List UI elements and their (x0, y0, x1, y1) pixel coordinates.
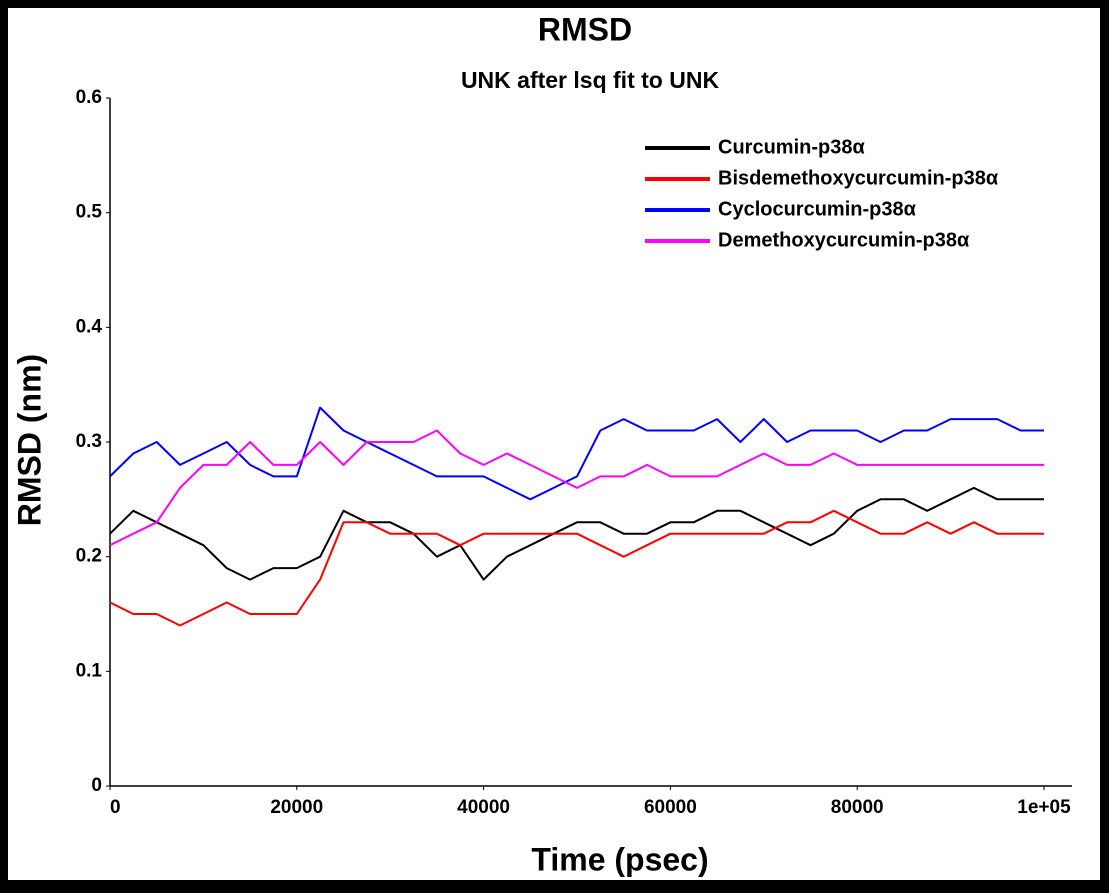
series-line (109, 406, 1044, 501)
background (8, 8, 1100, 880)
y-tick-label: 0.4 (76, 316, 103, 337)
legend-label: Demethoxycurcumin-p38α (718, 229, 970, 251)
y-axis-label: RMSD (nm) (11, 354, 47, 526)
y-tick-label: 0.5 (76, 202, 103, 223)
x-tick-label: 60000 (644, 797, 697, 818)
legend-label: Bisdemethoxycurcumin-p38α (718, 167, 999, 189)
series-line (109, 509, 1044, 627)
x-tick-label: 40000 (457, 797, 510, 818)
y-tick-label: 0.6 (76, 87, 102, 108)
x-tick-label: 80000 (831, 797, 884, 818)
y-tick-label: 0.3 (76, 431, 102, 452)
legend-label: Cyclocurcumin-p38α (718, 198, 917, 220)
chart-subtitle: UNK after lsq fit to UNK (461, 67, 720, 93)
y-tick-label: 0.2 (76, 546, 102, 567)
x-axis-label: Time (psec) (531, 841, 708, 877)
chart-title: RMSD (538, 11, 632, 47)
series-line (109, 486, 1044, 581)
x-tick-label: 0 (110, 797, 121, 818)
series-line (109, 429, 1044, 547)
x-tick-label: 20000 (270, 797, 323, 818)
legend-label: Curcumin-p38α (718, 136, 865, 158)
y-tick-label: 0.1 (76, 660, 103, 681)
x-tick-label: 1e+05 (1017, 797, 1071, 818)
y-tick-label: 0 (91, 775, 102, 796)
